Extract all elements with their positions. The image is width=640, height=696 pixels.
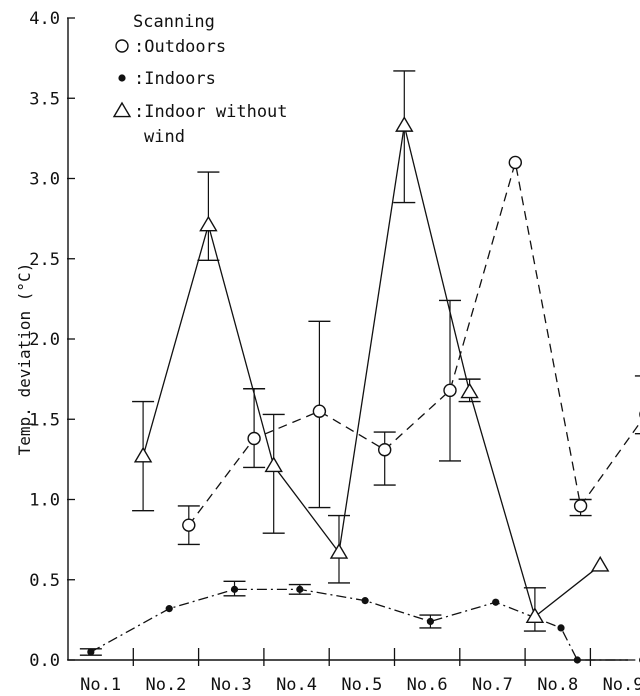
y-tick-label: 0.5: [29, 571, 60, 591]
legend-title: Scanning: [133, 12, 215, 32]
y-axis-title: Temp. deviation (°C): [15, 263, 34, 456]
series-2: [132, 70, 610, 632]
data-point-outdoors: [508, 155, 523, 170]
x-tick-label: No.6: [407, 675, 448, 695]
data-point-outdoors: [573, 499, 588, 513]
data-point-indoors: [492, 598, 500, 606]
y-tick-label: 1.0: [29, 491, 60, 511]
legend: Scanning :Outdoors :Indoors :Indoor without…: [112, 12, 288, 147]
y-tick-label: 2.0: [29, 330, 60, 350]
x-tick-label: No.1: [80, 675, 121, 695]
series-layer: [79, 70, 640, 664]
y-tick-label: 2.5: [29, 250, 60, 270]
series-line: [188, 162, 640, 526]
data-point-indoor-without-wind: [329, 543, 349, 559]
x-tick-label: No.8: [537, 675, 578, 695]
data-point-indoor-without-wind: [525, 607, 545, 623]
legend-label: :Outdoors: [134, 37, 226, 57]
data-point-indoor-without-wind: [460, 382, 479, 399]
data-point-indoor-without-wind: [112, 101, 132, 118]
data-point-indoor-without-wind: [264, 456, 283, 473]
data-point-outdoors: [378, 443, 392, 457]
x-tick-label: No.4: [276, 675, 317, 695]
legend-label: :Indoors: [134, 69, 216, 89]
axes: 0.0 0.5 1.0 1.5 2.0 2.5 3.0 3.5 4.0 No.1 No.2 No.3 N…: [15, 9, 640, 695]
data-point-indoors: [426, 617, 435, 626]
data-point-outdoors: [115, 39, 129, 53]
series-1: [79, 580, 640, 664]
data-point-indoors: [230, 585, 239, 593]
data-point-indoor-without-wind: [590, 555, 610, 572]
legend-label-cont: wind: [144, 127, 185, 147]
y-tick-label: 4.0: [29, 9, 60, 29]
data-point-indoor-without-wind: [133, 446, 153, 463]
data-point-indoors: [361, 597, 369, 605]
data-point-indoors: [573, 656, 581, 664]
x-tick-label: No.9: [603, 675, 640, 695]
series-line: [90, 588, 640, 661]
y-tick-label: 1.5: [29, 410, 60, 430]
data-point-indoors: [87, 648, 95, 656]
data-point-outdoors: [182, 518, 196, 532]
data-point-indoors: [557, 624, 565, 632]
data-point-outdoors: [443, 383, 457, 398]
series-line: [142, 125, 601, 618]
y-tick-label: 3.5: [29, 89, 60, 109]
x-tick-label: No.5: [341, 675, 382, 695]
data-point-indoor-without-wind: [199, 215, 218, 232]
data-point-indoors: [118, 74, 126, 82]
y-tick-label: 3.0: [29, 170, 60, 190]
data-point-indoor-without-wind: [395, 116, 414, 132]
y-tick-label: 0.0: [29, 651, 60, 671]
series-0: [177, 155, 640, 546]
data-point-indoors: [296, 585, 304, 593]
x-tick-label: No.7: [472, 675, 513, 695]
x-tick-label: No.3: [211, 675, 252, 695]
x-tick-label: No.2: [145, 675, 186, 695]
data-point-indoors: [165, 605, 173, 613]
legend-label: :Indoor without: [134, 102, 288, 122]
data-point-outdoors: [312, 404, 327, 418]
data-point-outdoors: [247, 431, 261, 446]
